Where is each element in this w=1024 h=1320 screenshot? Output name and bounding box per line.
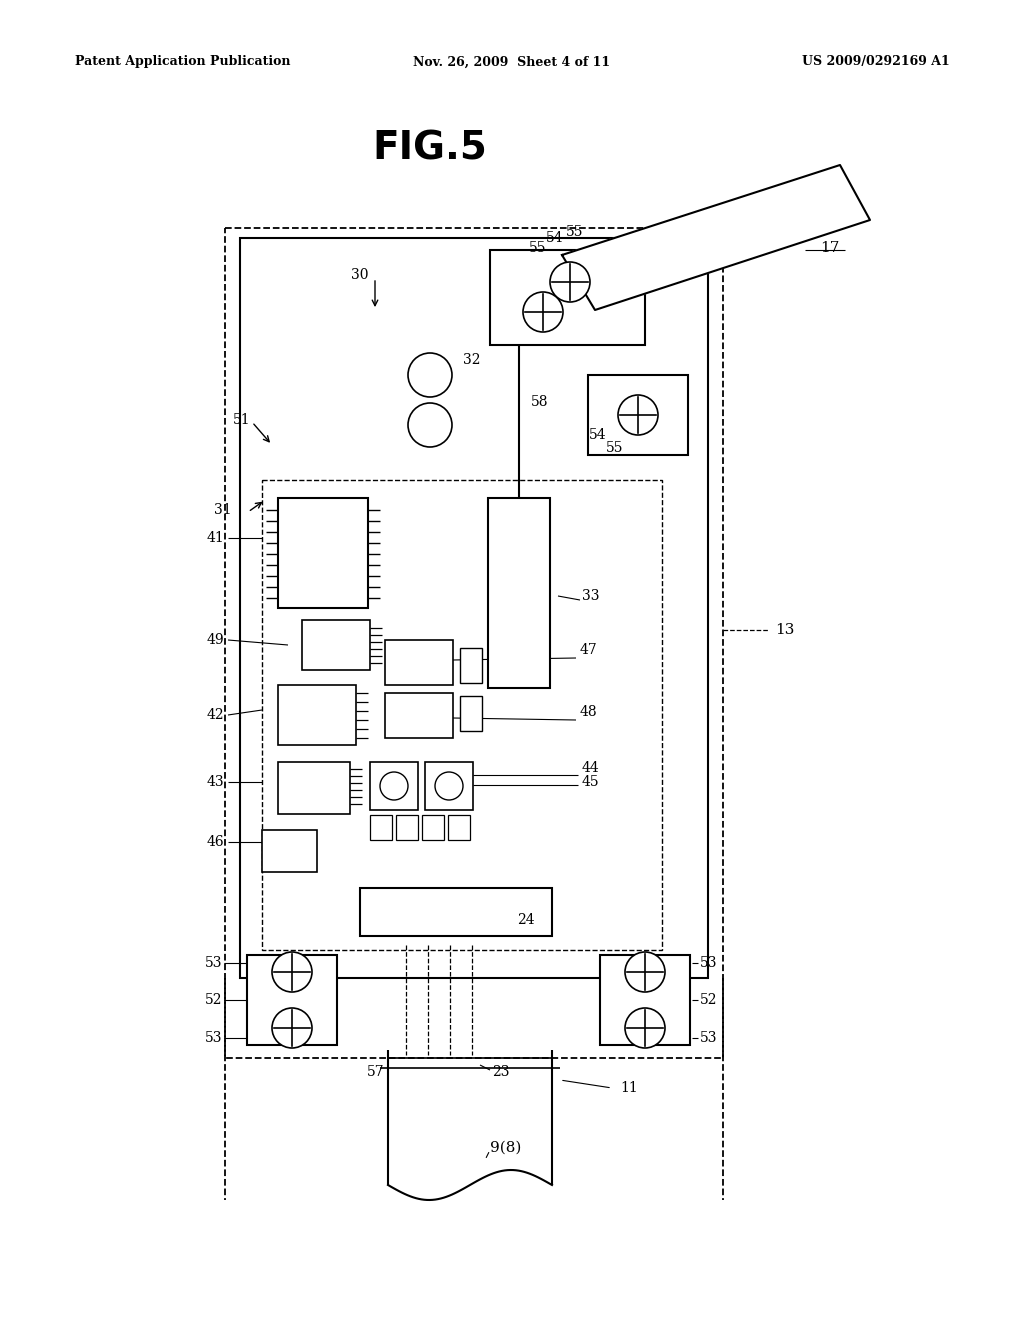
Text: Patent Application Publication: Patent Application Publication	[75, 55, 291, 69]
Bar	[588, 375, 688, 455]
Circle shape	[380, 772, 408, 800]
Text: 33: 33	[582, 589, 599, 603]
Text: FIG.5: FIG.5	[373, 129, 487, 168]
Text: 54: 54	[546, 231, 564, 246]
Text: 54: 54	[589, 428, 607, 442]
Text: 41: 41	[206, 531, 224, 545]
Text: 45: 45	[582, 775, 600, 789]
Text: 55: 55	[606, 441, 624, 455]
Bar	[302, 620, 370, 671]
Text: 58: 58	[531, 395, 549, 409]
Circle shape	[618, 395, 658, 436]
Bar	[600, 954, 690, 1045]
Bar	[460, 648, 482, 682]
Text: 9(8): 9(8)	[490, 1140, 521, 1155]
Bar	[240, 238, 708, 978]
Text: 52: 52	[205, 993, 222, 1007]
Circle shape	[408, 352, 452, 397]
Bar	[278, 685, 356, 744]
Bar	[262, 480, 662, 950]
Bar	[385, 693, 453, 738]
Text: 43: 43	[207, 775, 224, 789]
Bar	[425, 762, 473, 810]
Bar	[422, 814, 444, 840]
Circle shape	[272, 1008, 312, 1048]
Text: Nov. 26, 2009  Sheet 4 of 11: Nov. 26, 2009 Sheet 4 of 11	[414, 55, 610, 69]
Bar	[370, 762, 418, 810]
Bar	[490, 249, 645, 345]
Text: 53: 53	[700, 1031, 718, 1045]
Text: 46: 46	[207, 836, 224, 849]
Polygon shape	[562, 165, 870, 310]
Text: 23: 23	[492, 1065, 510, 1078]
Text: 44: 44	[582, 762, 600, 775]
Bar	[278, 762, 350, 814]
Bar	[396, 814, 418, 840]
Text: 47: 47	[580, 643, 598, 657]
Text: 11: 11	[620, 1081, 638, 1096]
Text: 53: 53	[700, 956, 718, 970]
Text: 52: 52	[700, 993, 718, 1007]
Bar	[449, 814, 470, 840]
Circle shape	[408, 403, 452, 447]
Circle shape	[550, 261, 590, 302]
Text: 13: 13	[775, 623, 795, 638]
Text: 17: 17	[820, 242, 840, 255]
Text: 30: 30	[351, 268, 369, 282]
Bar	[360, 888, 552, 936]
Bar	[370, 814, 392, 840]
Circle shape	[523, 292, 563, 333]
Circle shape	[625, 1008, 665, 1048]
Text: 48: 48	[580, 705, 598, 719]
Bar	[385, 640, 453, 685]
Bar	[460, 696, 482, 731]
Text: 51: 51	[232, 413, 250, 426]
Text: US 2009/0292169 A1: US 2009/0292169 A1	[802, 55, 950, 69]
Bar	[278, 498, 368, 609]
Text: 42: 42	[207, 708, 224, 722]
Bar	[225, 228, 723, 1059]
Text: 57: 57	[368, 1065, 385, 1078]
Circle shape	[625, 952, 665, 993]
Bar	[262, 830, 317, 873]
Bar	[488, 498, 550, 688]
Circle shape	[272, 952, 312, 993]
Text: 24: 24	[517, 913, 535, 927]
Text: 53: 53	[205, 1031, 222, 1045]
Text: 55: 55	[566, 224, 584, 239]
Text: 31: 31	[214, 503, 232, 517]
Text: 32: 32	[463, 352, 480, 367]
Circle shape	[435, 772, 463, 800]
Bar	[247, 954, 337, 1045]
Text: 49: 49	[207, 634, 224, 647]
Text: 55: 55	[529, 242, 547, 255]
Text: 53: 53	[205, 956, 222, 970]
